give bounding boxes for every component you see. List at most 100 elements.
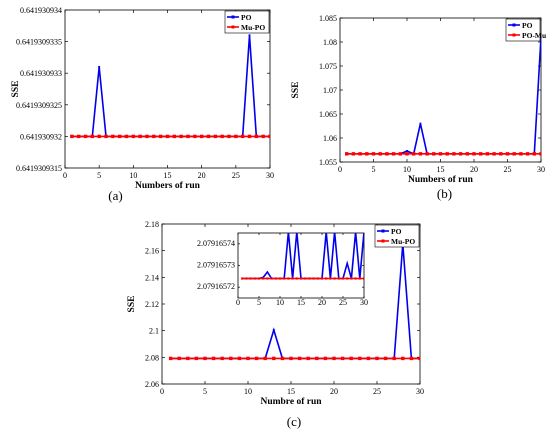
chart-panel-c: 0 5 10 15 20 25 30 2.06 2.08 2.1 2.12 2.14 2.16 2.18 N… [127,220,424,429]
data-point-mu-po-8 [270,277,273,280]
y-axis-label-a: SSE [11,81,21,98]
data-point-mu-po-30 [362,277,364,280]
x-tick-label-c-5: 25 [373,387,381,396]
legend-entry-mu-po: Mu-PO [241,23,265,32]
y-tick-label-c-1: 2.08 [145,353,159,362]
data-point-mu-po-16 [304,277,307,280]
x-tick-label-c-1: 5 [203,387,207,396]
data-point-po-mu-21 [479,152,483,156]
x-tick-label-b-6: 30 [537,165,545,174]
x-tick-label-b-1: 5 [372,165,376,174]
legend-entry-mu-po: Mu-PO [391,237,415,246]
data-point-po-13 [272,329,275,331]
legend-marker-po-mu [512,33,516,37]
data-point-po-mu-3 [358,152,362,156]
x-tick-label-a-3: 15 [164,171,172,180]
data-point-mu-po-30 [418,356,420,361]
data-point-mu-po-24 [227,134,231,139]
y-tick-label-b-0: 1.055 [319,158,337,167]
inset-plot-frame-c [237,232,365,299]
inset-x-tick-label-c-3: 15 [297,298,305,307]
data-point-mu-po-1 [70,134,74,139]
data-point-po-mu-14 [432,152,436,156]
data-point-mu-po-9 [124,134,129,139]
data-point-po-mu-8 [391,152,396,156]
y-tick-label-b-2: 1.065 [319,110,337,119]
legend-marker-po [381,229,385,233]
legend-entry-po: PO [522,21,533,30]
data-point-mu-po-2 [245,277,248,280]
data-point-mu-po-2 [177,356,181,361]
data-point-mu-po-23 [358,356,362,361]
inset-y-tick-label-c-2: 2.07916574 [197,239,235,248]
x-tick-label-a-0: 0 [63,171,67,180]
data-point-mu-po-18 [186,134,190,139]
data-point-mu-po-9 [274,277,277,280]
data-point-mu-po-20 [320,277,324,280]
panel-caption-b: (b) [437,186,452,201]
data-point-mu-po-14 [295,277,298,280]
data-point-po-mu-28 [525,152,530,156]
data-point-mu-po-3 [249,277,252,280]
x-tick-label-c-0: 0 [160,387,164,396]
data-point-mu-po-4 [90,134,95,139]
data-point-mu-po-15 [289,356,293,361]
y-axis-label-c: SSE [127,296,137,313]
data-point-mu-po-29 [261,134,265,139]
data-point-mu-po-24 [337,277,340,280]
x-tick-label-a-6: 30 [266,171,274,180]
data-point-po-mu-20 [472,152,476,156]
data-point-mu-po-22 [349,356,353,361]
data-point-mu-po-6 [262,277,265,280]
legend-entry-po: PO [391,227,402,236]
data-point-mu-po-18 [315,356,319,361]
data-point-mu-po-25 [341,277,345,280]
data-point-po-mu-16 [445,152,449,156]
x-axis-label-c: Numbre of run [260,397,322,407]
data-point-mu-po-28 [254,134,259,139]
x-tick-label-c-3: 15 [287,387,295,396]
x-tick-label-c-6: 30 [416,387,424,396]
data-point-mu-po-8 [229,356,233,361]
x-tick-label-c-4: 20 [330,387,338,396]
data-point-po-mu-5 [371,152,376,156]
x-tick-label-b-0: 0 [338,165,342,174]
data-point-po-mu-6 [378,152,382,156]
series-group-a [70,34,270,139]
data-point-mu-po-29 [358,277,361,280]
y-tick-label-a-4: 0.6419309335 [16,38,62,47]
data-point-mu-po-26 [346,277,349,280]
data-point-po-mu-23 [492,152,496,156]
y-axis-label-b: SSE [291,82,301,99]
data-point-mu-po-14 [280,356,285,361]
inset-x-tick-label-c-5: 25 [339,298,347,307]
data-point-mu-po-4 [253,277,256,280]
y-tick-label-b-4: 1.075 [319,62,337,71]
y-tick-label-a-1: 0.641930932 [20,132,62,141]
data-point-mu-po-25 [375,356,379,361]
data-point-mu-po-25 [234,134,238,139]
data-point-po-mu-2 [351,152,356,156]
data-point-mu-po-26 [383,356,388,361]
x-tick-label-c-2: 10 [244,387,252,396]
data-point-mu-po-10 [131,134,136,139]
legend-entry-po: PO [241,13,252,22]
series-group-b [345,36,541,156]
data-point-mu-po-5 [97,134,101,139]
data-point-po-mu-15 [438,152,443,156]
legend-marker-mu-po [231,25,235,29]
inset-x-tick-label-c-1: 5 [257,298,261,307]
data-point-mu-po-11 [138,134,142,139]
data-point-mu-po-15 [165,134,170,139]
data-point-po-26 [346,262,348,264]
data-point-mu-po-20 [199,134,204,139]
data-point-mu-po-1 [168,356,173,361]
y-tick-label-b-1: 1.06 [323,134,337,143]
data-point-po-7 [266,271,268,273]
panel-caption-c: (c) [287,414,301,429]
data-point-mu-po-3 [186,356,190,361]
data-point-po-mu-11 [412,152,416,156]
inset-y-tick-label-c-1: 2.07916573 [197,261,235,270]
